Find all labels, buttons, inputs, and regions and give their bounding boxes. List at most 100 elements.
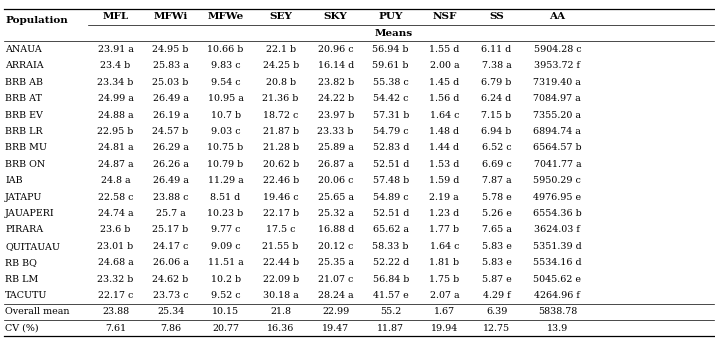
Text: JAUAPERI: JAUAPERI (5, 209, 54, 218)
Text: MFL: MFL (102, 12, 129, 21)
Text: 52.51 d: 52.51 d (373, 209, 409, 218)
Text: 21.07 c: 21.07 c (318, 275, 353, 284)
Text: 22.46 b: 22.46 b (262, 176, 299, 185)
Text: 3624.03 f: 3624.03 f (534, 225, 581, 234)
Text: 9.52 c: 9.52 c (211, 291, 240, 300)
Text: 58.33 b: 58.33 b (373, 242, 409, 251)
Text: 25.7 a: 25.7 a (156, 209, 185, 218)
Text: 9.09 c: 9.09 c (211, 242, 240, 251)
Text: 23.97 b: 23.97 b (317, 111, 354, 120)
Text: 4976.95 e: 4976.95 e (533, 193, 581, 201)
Text: 5838.78: 5838.78 (538, 307, 577, 316)
Text: 25.17 b: 25.17 b (152, 225, 189, 234)
Text: 41.57 e: 41.57 e (373, 291, 409, 300)
Text: 20.96 c: 20.96 c (318, 45, 353, 54)
Text: 23.91 a: 23.91 a (97, 45, 134, 54)
Text: 26.87 a: 26.87 a (317, 160, 353, 169)
Text: 52.22 d: 52.22 d (373, 258, 409, 267)
Text: 10.75 b: 10.75 b (207, 144, 244, 152)
Text: 23.73 c: 23.73 c (153, 291, 188, 300)
Text: 24.62 b: 24.62 b (152, 275, 189, 284)
Text: 24.88 a: 24.88 a (98, 111, 133, 120)
Text: 10.7 b: 10.7 b (210, 111, 241, 120)
Text: 7.61: 7.61 (105, 324, 126, 333)
Text: 24.81 a: 24.81 a (98, 144, 133, 152)
Text: 10.79 b: 10.79 b (207, 160, 244, 169)
Text: 25.89 a: 25.89 a (317, 144, 354, 152)
Text: 1.59 d: 1.59 d (429, 176, 460, 185)
Text: 9.77 c: 9.77 c (211, 225, 240, 234)
Text: 22.99: 22.99 (322, 307, 350, 316)
Text: PIRARA: PIRARA (5, 225, 43, 234)
Text: BRB EV: BRB EV (5, 111, 43, 120)
Text: 7.87 a: 7.87 a (482, 176, 511, 185)
Text: 23.6 b: 23.6 b (100, 225, 131, 234)
Text: 54.89 c: 54.89 c (373, 193, 408, 201)
Text: 16.88 d: 16.88 d (317, 225, 354, 234)
Text: 10.95 a: 10.95 a (207, 94, 244, 103)
Text: 24.95 b: 24.95 b (152, 45, 189, 54)
Text: 23.88 c: 23.88 c (153, 193, 188, 201)
Text: 6.11 d: 6.11 d (481, 45, 512, 54)
Text: 1.23 d: 1.23 d (429, 209, 460, 218)
Text: 24.99 a: 24.99 a (97, 94, 134, 103)
Text: 21.8: 21.8 (270, 307, 291, 316)
Text: 6.94 b: 6.94 b (481, 127, 512, 136)
Text: 19.47: 19.47 (322, 324, 349, 333)
Text: ANAUA: ANAUA (5, 45, 41, 54)
Text: 24.17 c: 24.17 c (153, 242, 188, 251)
Text: 7319.40 a: 7319.40 a (533, 78, 581, 87)
Text: 23.33 b: 23.33 b (317, 127, 354, 136)
Text: 11.87: 11.87 (378, 324, 404, 333)
Text: 22.17 b: 22.17 b (262, 209, 299, 218)
Text: QUITAUAU: QUITAUAU (5, 242, 60, 251)
Text: 7.15 b: 7.15 b (481, 111, 512, 120)
Text: 19.94: 19.94 (430, 324, 458, 333)
Text: 26.49 a: 26.49 a (152, 94, 189, 103)
Text: 56.84 b: 56.84 b (373, 275, 409, 284)
Text: 54.79 c: 54.79 c (373, 127, 408, 136)
Text: BRB LR: BRB LR (5, 127, 43, 136)
Text: 24.8 a: 24.8 a (101, 176, 130, 185)
Text: Overall mean: Overall mean (5, 307, 69, 316)
Text: BRB ON: BRB ON (5, 160, 45, 169)
Text: 20.12 c: 20.12 c (318, 242, 353, 251)
Text: 4.29 f: 4.29 f (483, 291, 511, 300)
Text: 22.1 b: 22.1 b (265, 45, 296, 54)
Text: 54.42 c: 54.42 c (373, 94, 408, 103)
Text: 5904.28 c: 5904.28 c (533, 45, 581, 54)
Text: 25.65 a: 25.65 a (317, 193, 354, 201)
Text: 23.4 b: 23.4 b (100, 61, 131, 70)
Text: 30.18 a: 30.18 a (263, 291, 299, 300)
Text: 11.51 a: 11.51 a (208, 258, 243, 267)
Text: 10.15: 10.15 (212, 307, 239, 316)
Text: 18.72 c: 18.72 c (263, 111, 298, 120)
Text: SKY: SKY (324, 12, 347, 21)
Text: 7.65 a: 7.65 a (482, 225, 511, 234)
Text: 7.86: 7.86 (160, 324, 181, 333)
Text: 23.34 b: 23.34 b (97, 78, 134, 87)
Text: 11.29 a: 11.29 a (208, 176, 243, 185)
Text: 22.09 b: 22.09 b (262, 275, 299, 284)
Text: 19.46 c: 19.46 c (263, 193, 298, 201)
Text: SS: SS (489, 12, 504, 21)
Text: 55.2: 55.2 (380, 307, 401, 316)
Text: 6.24 d: 6.24 d (481, 94, 512, 103)
Text: 2.00 a: 2.00 a (430, 61, 459, 70)
Text: 4264.96 f: 4264.96 f (534, 291, 581, 300)
Text: 22.17 c: 22.17 c (98, 291, 133, 300)
Text: SEY: SEY (270, 12, 292, 21)
Text: 6554.36 b: 6554.36 b (533, 209, 582, 218)
Text: 25.03 b: 25.03 b (152, 78, 189, 87)
Text: 6.69 c: 6.69 c (482, 160, 511, 169)
Text: 22.58 c: 22.58 c (98, 193, 133, 201)
Text: 24.25 b: 24.25 b (262, 61, 299, 70)
Text: 5534.16 d: 5534.16 d (533, 258, 582, 267)
Text: 5.83 e: 5.83 e (482, 242, 511, 251)
Text: 1.55 d: 1.55 d (429, 45, 460, 54)
Text: 9.83 c: 9.83 c (211, 61, 240, 70)
Text: BRB AT: BRB AT (5, 94, 42, 103)
Text: Population: Population (5, 17, 68, 26)
Text: 7041.77 a: 7041.77 a (533, 160, 581, 169)
Text: 28.24 a: 28.24 a (318, 291, 353, 300)
